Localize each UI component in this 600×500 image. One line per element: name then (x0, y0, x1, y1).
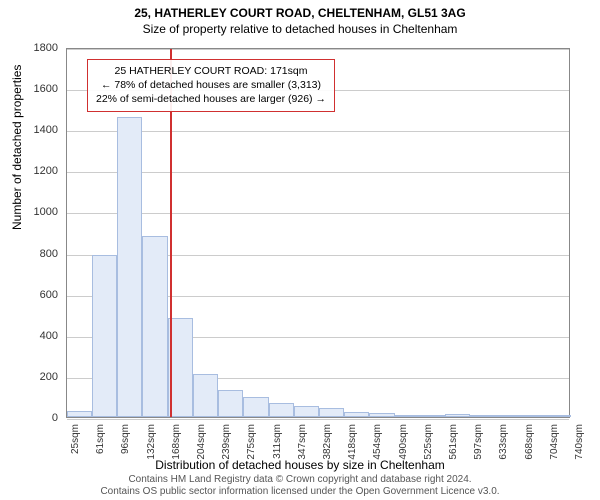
x-tick-label: 25sqm (70, 424, 81, 454)
y-tick-label: 400 (40, 330, 58, 342)
footer-line-2: Contains OS public sector information li… (0, 486, 600, 498)
histogram-bar (117, 117, 142, 417)
y-tick-label: 0 (52, 412, 58, 424)
x-tick-label: 740sqm (574, 424, 585, 460)
histogram-plot: 25 HATHERLEY COURT ROAD: 171sqm← 78% of … (66, 48, 570, 418)
y-tick-label: 800 (40, 248, 58, 260)
histogram-bar (193, 374, 218, 417)
x-tick-label: 168sqm (171, 424, 182, 460)
annotation-box: 25 HATHERLEY COURT ROAD: 171sqm← 78% of … (87, 59, 335, 112)
histogram-bar (419, 415, 444, 417)
annotation-line: ← 78% of detached houses are smaller (3,… (96, 78, 326, 92)
histogram-bar (92, 255, 117, 417)
y-tick-label: 1600 (34, 83, 58, 95)
histogram-bar (269, 403, 294, 417)
x-tick-label: 275sqm (246, 424, 257, 460)
histogram-bar (369, 413, 394, 417)
x-tick-label: 382sqm (322, 424, 333, 460)
y-tick-label: 200 (40, 371, 58, 383)
x-axis-label: Distribution of detached houses by size … (0, 458, 600, 472)
x-tick-label: 454sqm (372, 424, 383, 460)
annotation-line: 25 HATHERLEY COURT ROAD: 171sqm (96, 64, 326, 78)
histogram-bar (520, 415, 545, 417)
chart-title-sub: Size of property relative to detached ho… (0, 22, 600, 36)
x-tick-label: 704sqm (549, 424, 560, 460)
x-tick-label: 418sqm (347, 424, 358, 460)
x-tick-label: 61sqm (95, 424, 106, 454)
histogram-bar (243, 397, 268, 417)
x-tick-label: 347sqm (297, 424, 308, 460)
x-tick-label: 132sqm (146, 424, 157, 460)
y-axis-ticks: 020040060080010001200140016001800 (0, 48, 60, 418)
histogram-bar (445, 414, 470, 417)
footer-line-1: Contains HM Land Registry data © Crown c… (0, 474, 600, 486)
gridline (67, 49, 569, 50)
x-tick-label: 239sqm (221, 424, 232, 460)
y-tick-label: 1000 (34, 206, 58, 218)
histogram-bar (344, 412, 369, 417)
x-tick-label: 561sqm (448, 424, 459, 460)
x-axis-ticks: 25sqm 61sqm 96sqm 132sqm 168sqm 204sqm 239sqm 2… (66, 420, 570, 458)
x-tick-label: 96sqm (120, 424, 131, 454)
x-tick-label: 597sqm (473, 424, 484, 460)
y-tick-label: 1400 (34, 124, 58, 136)
histogram-bar (470, 415, 495, 417)
y-tick-label: 1800 (34, 42, 58, 54)
x-tick-label: 490sqm (398, 424, 409, 460)
y-tick-label: 1200 (34, 165, 58, 177)
x-tick-label: 668sqm (524, 424, 535, 460)
x-tick-label: 525sqm (423, 424, 434, 460)
x-tick-label: 633sqm (498, 424, 509, 460)
y-tick-label: 600 (40, 289, 58, 301)
histogram-bar (319, 408, 344, 417)
histogram-bar (496, 415, 521, 417)
histogram-bar (546, 415, 571, 417)
histogram-bar (67, 411, 92, 417)
annotation-line: 22% of semi-detached houses are larger (… (96, 92, 326, 106)
x-tick-label: 204sqm (196, 424, 207, 460)
histogram-bar (142, 236, 167, 417)
chart-title-main: 25, HATHERLEY COURT ROAD, CHELTENHAM, GL… (0, 6, 600, 20)
histogram-bar (395, 415, 420, 417)
histogram-bar (294, 406, 319, 417)
histogram-bar (218, 390, 243, 417)
attribution-footer: Contains HM Land Registry data © Crown c… (0, 474, 600, 498)
x-tick-label: 311sqm (272, 424, 283, 459)
